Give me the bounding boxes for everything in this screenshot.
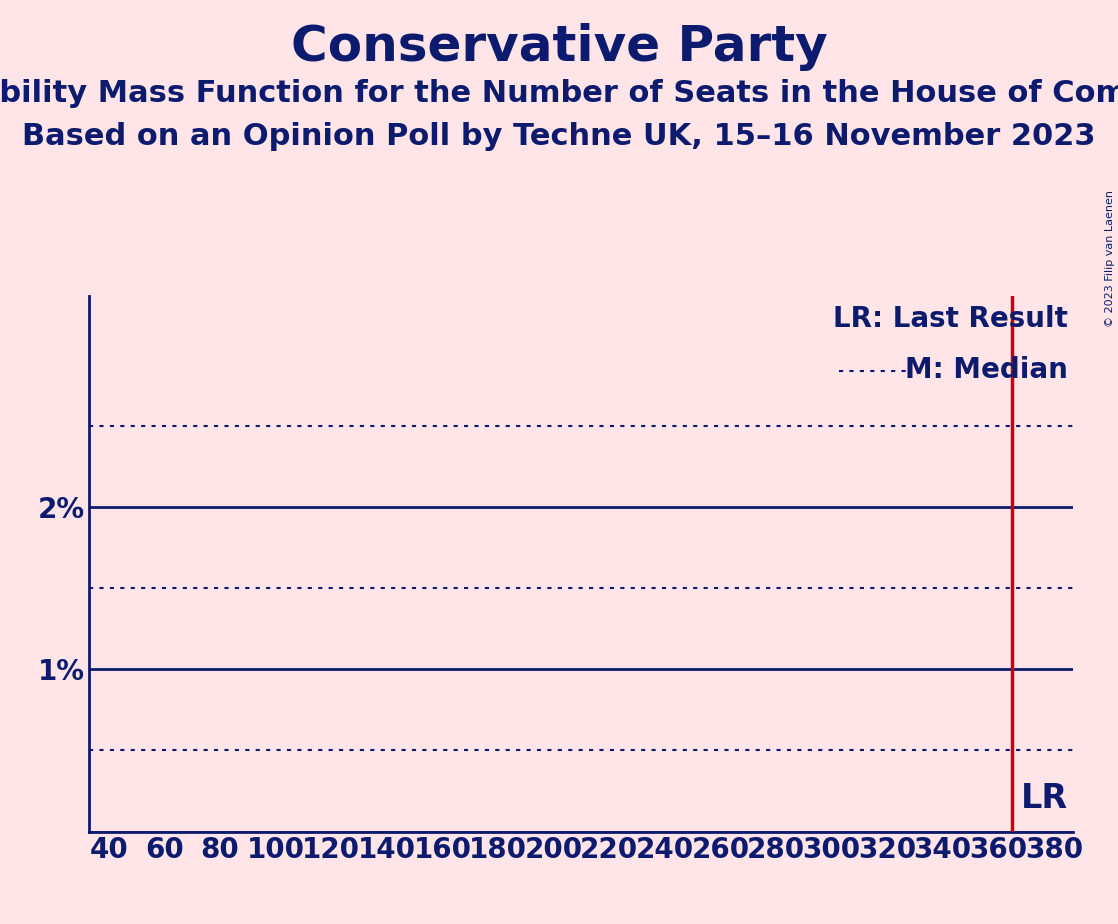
Text: LR: LR xyxy=(1021,783,1068,815)
Text: M: Median: M: Median xyxy=(904,356,1068,383)
Text: Probability Mass Function for the Number of Seats in the House of Commons: Probability Mass Function for the Number… xyxy=(0,79,1118,107)
Text: LR: Last Result: LR: Last Result xyxy=(833,305,1068,333)
Text: Conservative Party: Conservative Party xyxy=(291,23,827,71)
Text: Based on an Opinion Poll by Techne UK, 15–16 November 2023: Based on an Opinion Poll by Techne UK, 1… xyxy=(22,122,1096,151)
Text: © 2023 Filip van Laenen: © 2023 Filip van Laenen xyxy=(1105,190,1115,327)
